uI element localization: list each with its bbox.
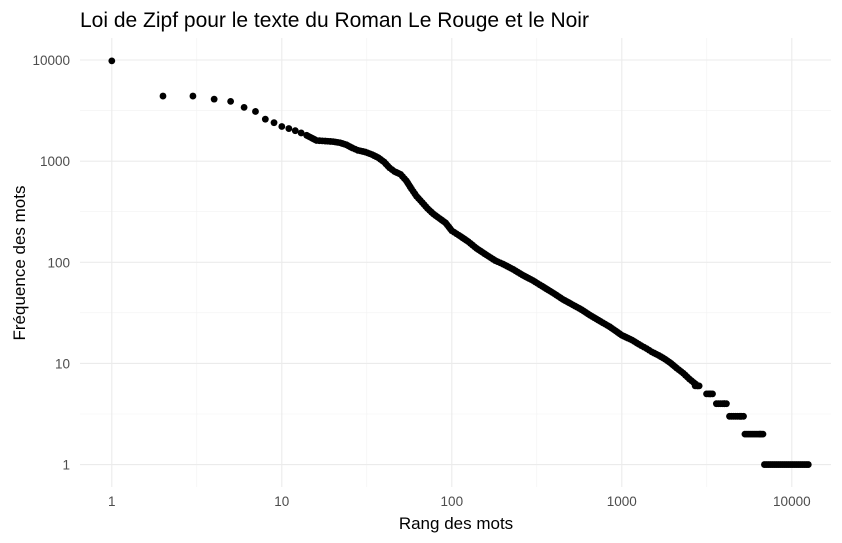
data-point [285, 125, 293, 132]
data-point [759, 430, 767, 438]
data-point [240, 103, 248, 111]
data-point [695, 382, 703, 390]
y-tick-label: 1000 [40, 154, 70, 169]
data-point [252, 108, 259, 115]
data-point [227, 97, 235, 105]
x-tick-label: 100 [441, 494, 464, 509]
data-point [740, 412, 747, 420]
data-point [189, 92, 197, 100]
y-axis-label: Fréquence des mots [10, 186, 29, 341]
chart-title: Loi de Zipf pour le texte du Roman Le Ro… [80, 9, 589, 32]
y-tick-label: 1 [62, 458, 70, 473]
y-axis-ticks: 1 10 100 1000 10000 [32, 53, 70, 473]
y-tick-label: 10000 [32, 53, 70, 68]
x-tick-label: 1000 [607, 494, 637, 509]
data-point [278, 123, 286, 130]
x-tick-label: 1 [108, 494, 116, 509]
data-point [270, 119, 278, 127]
data-point [803, 461, 810, 468]
data-point [210, 95, 218, 103]
data-point [297, 129, 305, 137]
data-point [291, 127, 299, 135]
data-point [722, 400, 730, 408]
y-tick-label: 100 [47, 255, 70, 270]
x-axis-ticks: 1 10 100 1000 10000 [108, 494, 811, 509]
data-point [709, 390, 716, 398]
data-point [261, 115, 269, 123]
data-points [108, 57, 812, 468]
data-point [159, 92, 167, 100]
data-point [108, 57, 116, 65]
y-tick-label: 10 [55, 356, 70, 371]
x-tick-label: 10000 [773, 494, 811, 509]
grid-lines [80, 38, 831, 487]
x-tick-label: 10 [274, 494, 289, 509]
x-axis-label: Rang des mots [399, 514, 513, 533]
